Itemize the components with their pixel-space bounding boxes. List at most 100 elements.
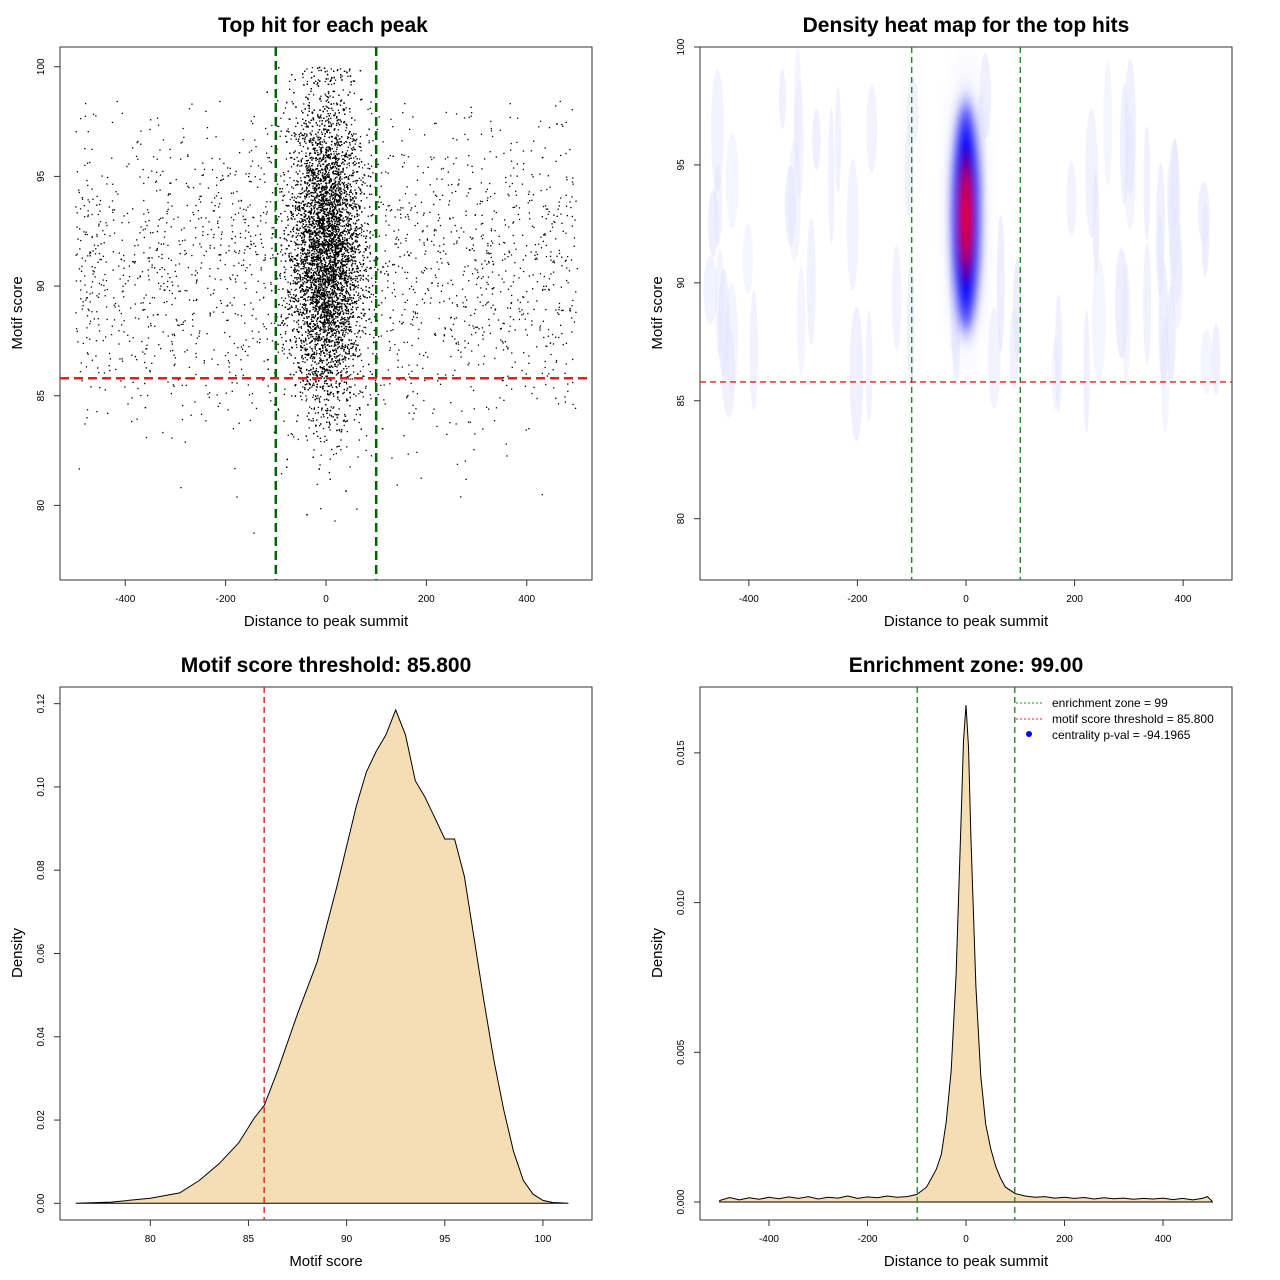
scatter-point (308, 228, 310, 231)
scatter-point (301, 188, 303, 190)
scatter-point (313, 137, 315, 139)
scatter-point (354, 236, 357, 238)
scatter-point (313, 216, 315, 218)
scatter-point (323, 129, 325, 131)
scatter-point (324, 161, 326, 163)
scatter-point (338, 385, 341, 387)
scatter-point (337, 260, 339, 262)
scatter-point (335, 357, 337, 359)
scatter-point (354, 149, 356, 151)
scatter-point (306, 183, 308, 185)
scatter-point (340, 337, 342, 339)
scatter-point (312, 273, 315, 275)
scatter-point (337, 344, 339, 346)
scatter-point (299, 243, 301, 246)
scatter-point (313, 384, 315, 386)
scatter-point (321, 232, 323, 234)
scatter-point (347, 136, 350, 139)
scatter-point (322, 235, 325, 238)
scatter-point (306, 415, 308, 417)
scatter-point (331, 282, 333, 284)
scatter-point (314, 251, 316, 253)
scatter-point (336, 201, 338, 203)
scatter-point (319, 280, 321, 282)
scatter-point (311, 67, 314, 69)
scatter-point (301, 392, 304, 394)
scatter-point (347, 319, 349, 321)
scatter-point (353, 246, 356, 248)
scatter-point (339, 292, 341, 295)
scatter-point (387, 157, 390, 159)
scatter-point (332, 170, 334, 172)
scatter-point (314, 200, 316, 202)
scatter-point (350, 279, 352, 282)
scatter-point (336, 117, 338, 119)
scatter-point (354, 278, 356, 280)
scatter-point (290, 340, 292, 342)
scatter-point (369, 318, 371, 320)
scatter-point (319, 148, 321, 151)
scatter-point (346, 219, 348, 221)
scatter-point (329, 305, 331, 307)
scatter-point (333, 191, 335, 193)
scatter-point (320, 141, 322, 143)
scatter-point (330, 83, 333, 86)
scatter-point (333, 224, 335, 226)
scatter-point (330, 144, 333, 146)
scatter-point (319, 97, 321, 99)
scatter-point (321, 338, 323, 340)
scatter-point (333, 258, 335, 261)
scatter-point (348, 237, 350, 239)
scatter-point (317, 202, 320, 204)
scatter-point (295, 133, 297, 136)
scatter-point (336, 142, 338, 144)
scatter-point (323, 208, 325, 210)
scatter-point (319, 464, 321, 466)
scatter-point (323, 330, 325, 332)
scatter-point (314, 239, 316, 241)
scatter-point (318, 334, 320, 336)
scatter-point (329, 122, 332, 124)
scatter-point (309, 212, 311, 214)
scatter-point (343, 154, 345, 157)
scatter-point (329, 179, 331, 181)
scatter-point (317, 164, 319, 166)
scatter-point (344, 413, 346, 416)
scatter-point (329, 313, 331, 316)
scatter-point (355, 344, 357, 346)
scatter-point (311, 130, 313, 132)
scatter-point (327, 92, 330, 95)
scatter-point (313, 298, 315, 300)
scatter-point (321, 144, 323, 146)
scatter-point (306, 162, 309, 164)
scatter-point (341, 253, 343, 255)
scatter-point (335, 315, 337, 317)
scatter-point (332, 201, 334, 203)
scatter-point (338, 266, 340, 269)
scatter-point (291, 395, 293, 397)
scatter-point (326, 353, 328, 355)
scatter-point (351, 281, 354, 284)
scatter-point (351, 259, 353, 261)
scatter-point (301, 124, 303, 127)
scatter-point (324, 81, 326, 83)
scatter-point (317, 292, 320, 294)
scatter-point (313, 338, 315, 340)
scatter-point (331, 192, 333, 194)
scatter-point (305, 193, 307, 195)
scatter-point (350, 124, 353, 126)
scatter-point (314, 281, 316, 283)
scatter-point (339, 248, 341, 250)
scatter-point (344, 326, 346, 328)
scatter-point (306, 68, 308, 70)
scatter-point (289, 259, 291, 261)
scatter-point (323, 169, 325, 171)
scatter-point (332, 109, 334, 112)
scatter-point (330, 68, 332, 70)
scatter-point (327, 344, 329, 346)
scatter-point (348, 158, 350, 160)
scatter-point (323, 199, 325, 201)
scatter-point (341, 343, 344, 345)
scatter-point (304, 323, 306, 325)
scatter-point (355, 236, 357, 238)
